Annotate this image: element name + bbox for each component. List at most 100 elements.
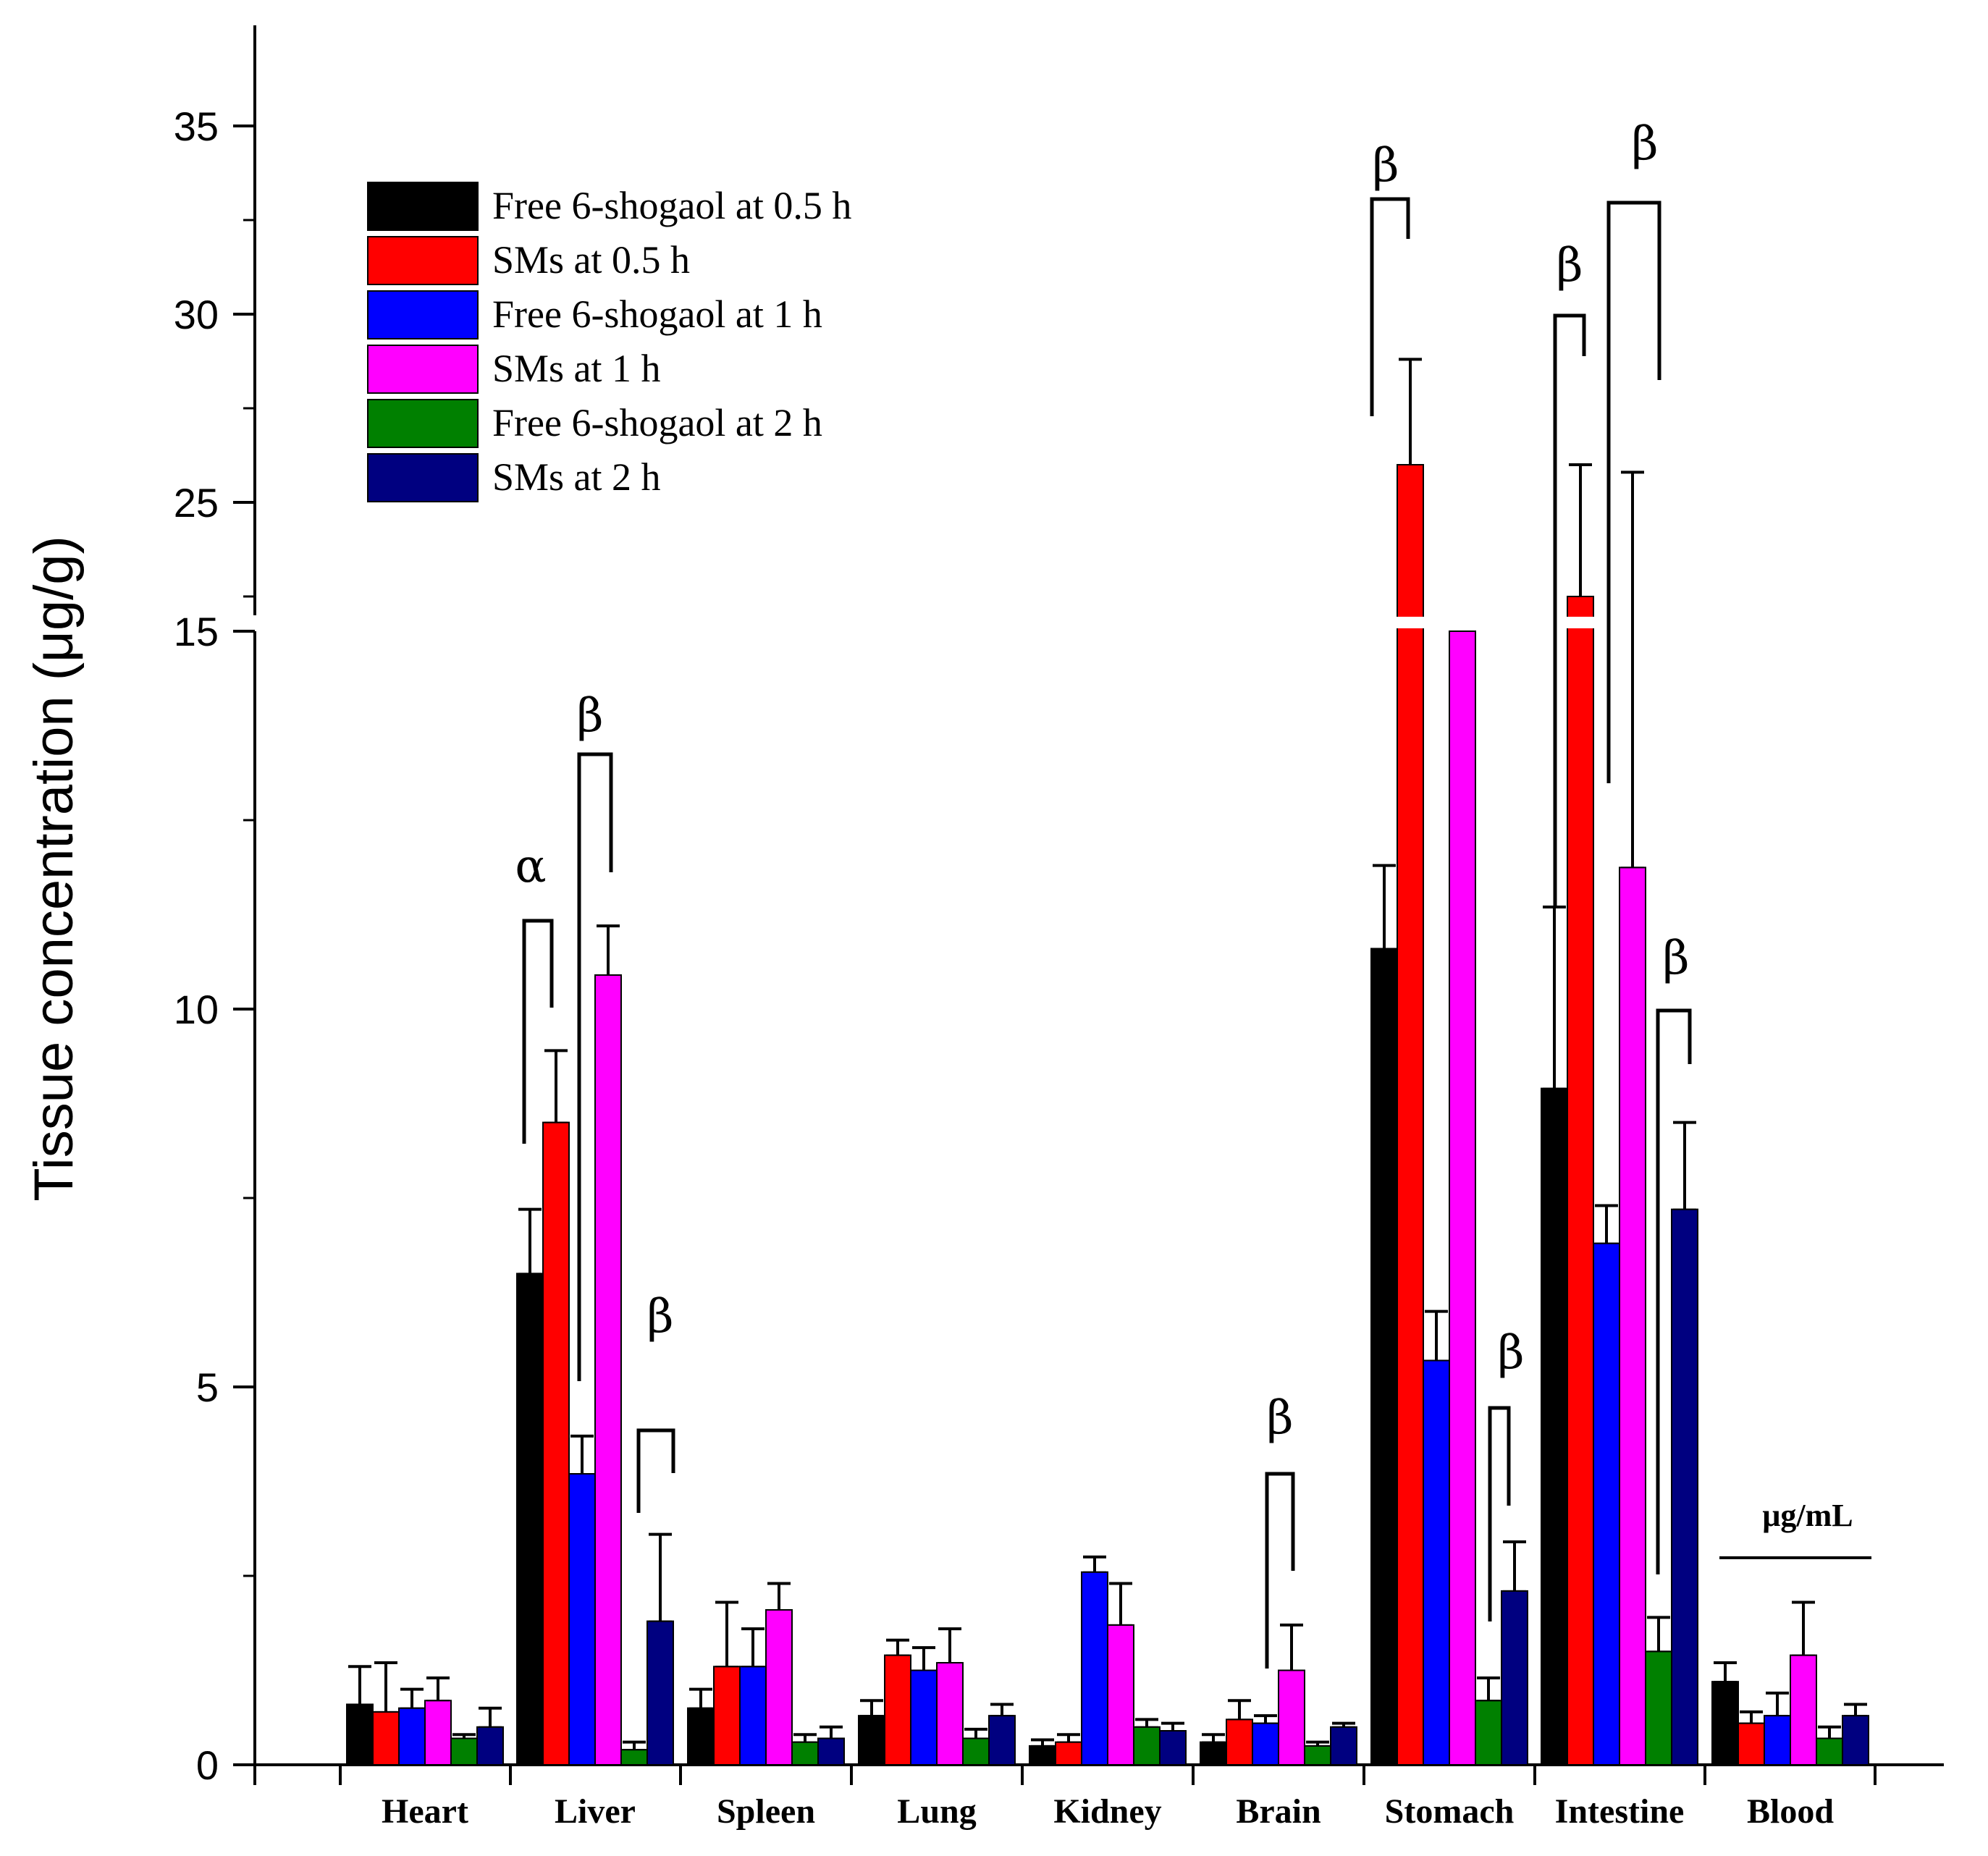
legend-label: SMs at 1 h — [492, 347, 661, 390]
bar — [1304, 1745, 1331, 1766]
bar — [687, 1707, 715, 1766]
significance-bracket — [1553, 313, 1586, 908]
x-tick-label: Liver — [555, 1792, 636, 1831]
significance-label: β — [1373, 139, 1399, 193]
bar — [1449, 630, 1476, 1766]
significance-bracket — [636, 1428, 675, 1513]
bar — [1252, 1722, 1279, 1766]
significance-label: β — [1663, 932, 1690, 985]
y-tick-label: 25 — [174, 480, 219, 526]
bar — [1541, 1087, 1568, 1766]
y-tick-label: 35 — [174, 104, 219, 149]
x-tick-label: Heart — [382, 1792, 468, 1831]
significance-bracket — [1370, 197, 1410, 416]
significance-label: β — [1498, 1326, 1525, 1380]
bar — [791, 1741, 819, 1766]
bar — [424, 1700, 452, 1766]
bar — [1397, 464, 1424, 1766]
bars-group — [226, 464, 1927, 1766]
bar — [765, 1608, 793, 1766]
significance-bracket — [522, 919, 554, 1144]
bar — [1055, 1741, 1082, 1766]
y-tick-label: 30 — [174, 292, 219, 337]
bar — [1764, 1715, 1791, 1766]
legend-swatch — [367, 182, 479, 231]
bar — [858, 1715, 885, 1766]
legend-swatch — [367, 345, 479, 394]
bar — [372, 1711, 400, 1766]
x-tick-label: Blood — [1747, 1792, 1834, 1831]
bar — [346, 1703, 374, 1766]
bar — [739, 1666, 767, 1766]
bar — [1738, 1722, 1765, 1766]
bar — [542, 1121, 570, 1766]
bar — [817, 1737, 845, 1766]
bar — [1200, 1741, 1227, 1766]
bar — [476, 1726, 504, 1766]
bar — [1790, 1654, 1817, 1766]
bar — [936, 1662, 964, 1766]
bar — [713, 1666, 741, 1766]
legend-label: SMs at 2 h — [492, 455, 661, 499]
bar — [1133, 1726, 1161, 1766]
legend-swatch — [367, 399, 479, 448]
bar — [1107, 1624, 1134, 1766]
y-tick-label: 0 — [196, 1742, 219, 1788]
bar — [450, 1737, 478, 1766]
significance-label: α — [515, 840, 546, 893]
significance-bracket — [1656, 1008, 1692, 1574]
bar — [988, 1715, 1016, 1766]
legend-swatch — [367, 236, 479, 285]
y-tick-label: 10 — [174, 987, 219, 1032]
blood-unit-label: μg/mL — [1762, 1498, 1853, 1533]
bar — [1567, 596, 1594, 1766]
significance-bracket — [577, 752, 613, 1381]
bar — [568, 1473, 596, 1766]
bar — [1842, 1715, 1869, 1766]
bar — [1370, 948, 1398, 1766]
bar — [1619, 866, 1646, 1766]
bar — [962, 1737, 990, 1766]
bar — [1029, 1745, 1056, 1766]
bar — [1501, 1590, 1528, 1766]
bar — [620, 1749, 648, 1766]
bar — [1475, 1700, 1502, 1766]
x-tick-label: Intestine — [1555, 1792, 1685, 1831]
bar — [1671, 1208, 1698, 1766]
bar — [884, 1654, 911, 1766]
bar — [1278, 1669, 1305, 1766]
bar — [1159, 1730, 1187, 1766]
bar — [1226, 1718, 1253, 1766]
bar — [646, 1620, 674, 1766]
bar — [1081, 1571, 1108, 1766]
significance-bracket — [1606, 201, 1661, 783]
y-tick-label: 15 — [174, 609, 219, 654]
significance-bracket — [1265, 1472, 1295, 1669]
bar — [1330, 1726, 1357, 1766]
legend-label: Free 6-shogaol at 1 h — [492, 292, 822, 336]
legend-label: Free 6-shogaol at 0.5 h — [492, 184, 851, 227]
legend-label: Free 6-shogaol at 2 h — [492, 401, 822, 444]
legend-swatch — [367, 453, 479, 502]
significance-bracket — [1488, 1406, 1511, 1621]
bar — [1423, 1359, 1450, 1766]
x-tick-label: Stomach — [1385, 1792, 1515, 1831]
bar — [398, 1707, 426, 1766]
error-bars-group — [348, 358, 1867, 1751]
significance-label: β — [577, 689, 604, 743]
axis-break-gap — [226, 617, 1927, 628]
x-tick-label: Brain — [1236, 1792, 1321, 1831]
bar — [516, 1273, 544, 1766]
legend: Free 6-shogaol at 0.5 h SMs at 0.5 h Free … — [367, 182, 851, 502]
bar — [1711, 1681, 1739, 1766]
legend-label: SMs at 0.5 h — [492, 238, 690, 282]
significance-label: β — [647, 1290, 674, 1344]
x-tick-label: Kidney — [1053, 1792, 1161, 1831]
x-tick-label: Spleen — [717, 1792, 815, 1831]
bar — [1645, 1650, 1672, 1766]
y-axis-label: Tissue concentration (μg/g) — [23, 536, 85, 1202]
bar — [594, 974, 622, 1766]
bar — [1816, 1737, 1843, 1766]
legend-swatch — [367, 290, 479, 339]
